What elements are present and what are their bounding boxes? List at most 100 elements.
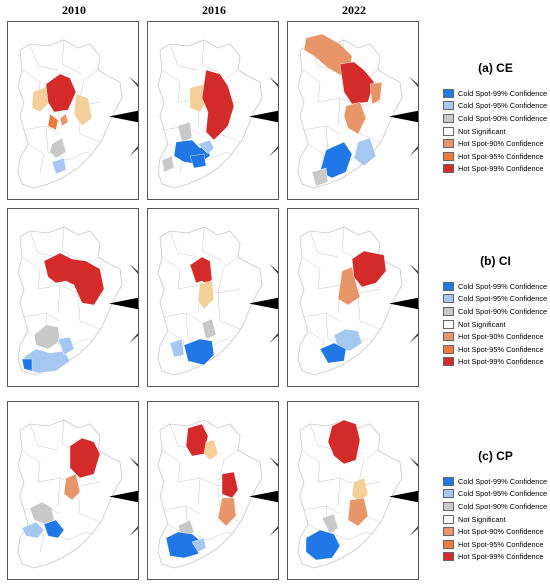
region-cold95 [197, 139, 215, 155]
legend-swatch [443, 489, 454, 499]
legend-item: Hot Spot-95% Confidence [443, 343, 550, 356]
legend-cp: Cold Spot-99% Confidence Cold Spot-95% Co… [443, 475, 550, 563]
boundary-line [317, 97, 381, 107]
legend-swatch [443, 306, 454, 316]
legend-swatch [443, 539, 454, 549]
legend-item: Cold Spot-95% Confidence [443, 100, 550, 113]
boundary-line [67, 151, 93, 161]
legend-item: Cold Spot-95% Confidence [443, 488, 550, 501]
legend-label: Not Significant [458, 126, 506, 136]
region-cold99 [319, 342, 347, 364]
region-map [297, 226, 403, 376]
legend-item: Hot Spot-90% Confidence [443, 525, 550, 538]
region-hot90 [59, 113, 69, 127]
region-hot99 [221, 471, 239, 499]
legend-item: Hot Spot-95% Confidence [443, 150, 550, 163]
boundary-line [217, 256, 239, 294]
region-cold99 [183, 338, 215, 366]
region-hot95 [47, 113, 59, 131]
boundary-line [301, 256, 321, 290]
legend-swatch [443, 88, 454, 98]
legend-label: Hot Spot-90% Confidence [458, 527, 544, 537]
boundary-line [337, 97, 341, 127]
region-cold95 [169, 338, 185, 358]
legend-swatch [443, 527, 454, 537]
legend-item: Cold Spot-90% Confidence [443, 305, 550, 318]
boundary-line [77, 485, 101, 523]
region-map [157, 419, 263, 569]
boundary-line [301, 69, 321, 103]
legend-label: Not Significant [458, 319, 506, 329]
legend-label: Hot Spot-95% Confidence [458, 539, 544, 549]
year-header-2010: 2010 [62, 3, 86, 17]
legend-item: Cold Spot-99% Confidence [443, 280, 550, 293]
legend-swatch [443, 113, 454, 123]
legend-item: Hot Spot-99% Confidence [443, 551, 550, 564]
map-panel [147, 208, 279, 387]
map-panel [7, 21, 139, 200]
legend-item: Cold Spot-99% Confidence [443, 475, 550, 488]
legend-label: Hot Spot-90% Confidence [458, 139, 544, 149]
region-hot99 [201, 69, 235, 141]
boundary-line [61, 39, 83, 75]
region-cold90 [161, 155, 175, 173]
legend-item: Hot Spot-99% Confidence [443, 356, 550, 369]
region-cold90 [177, 121, 193, 143]
boundary-line [67, 531, 93, 541]
legend-swatch [443, 139, 454, 149]
region-hot90 [337, 266, 361, 306]
map-panel [147, 21, 279, 200]
boundary-line [21, 256, 41, 290]
legend-label: Hot Spot-99% Confidence [458, 357, 544, 367]
region-hot99 [351, 250, 387, 288]
legend-swatch [443, 281, 454, 291]
region-map [297, 419, 403, 569]
boundary-line [201, 226, 223, 262]
region-cold95 [57, 336, 75, 356]
boundary-line [67, 338, 93, 348]
region-map [17, 226, 123, 376]
boundary-line [309, 230, 339, 258]
region-map [17, 39, 123, 189]
year-header-2016: 2016 [202, 3, 226, 17]
region-map [157, 39, 263, 189]
boundary-line [337, 477, 341, 507]
legend-label: Hot Spot-90% Confidence [458, 332, 544, 342]
legend-label: Hot Spot-95% Confidence [458, 151, 544, 161]
group-title-ci: (b) CI [480, 254, 511, 268]
boundary-line [169, 43, 199, 71]
legend-swatch [443, 151, 454, 161]
boundary-line [161, 449, 181, 483]
map-panel [287, 208, 419, 387]
legend-label: Cold Spot-95% Confidence [458, 101, 548, 111]
legend-swatch [443, 101, 454, 111]
boundary-line [161, 69, 181, 103]
map-panel [287, 401, 419, 580]
legend-swatch [443, 552, 454, 562]
region-cold99 [305, 529, 341, 561]
north-arrow-compass-icon [249, 456, 278, 537]
region-cold90 [29, 501, 55, 525]
legend-ce: Cold Spot-99% Confidence Cold Spot-95% Co… [443, 87, 550, 175]
legend-swatch [443, 476, 454, 486]
region-hot90 [343, 101, 367, 135]
region-cold95 [21, 521, 45, 539]
legend-label: Not Significant [458, 514, 506, 524]
legend-swatch [443, 357, 454, 367]
boundary-line [347, 531, 373, 541]
region-light_hot [203, 439, 219, 461]
legend-label: Cold Spot-95% Confidence [458, 294, 548, 304]
boundary-line [207, 531, 233, 541]
legend-item: Cold Spot-95% Confidence [443, 293, 550, 306]
legend-swatch [443, 164, 454, 174]
boundary-line [27, 143, 45, 173]
boundary-line [207, 151, 233, 161]
region-cold95 [191, 537, 207, 553]
boundary-line [201, 39, 223, 75]
north-arrow-compass-icon [249, 76, 278, 157]
boundary-line [21, 449, 41, 483]
legend-label: Cold Spot-95% Confidence [458, 489, 548, 499]
legend-item: Hot Spot-95% Confidence [443, 538, 550, 551]
region-cold90 [201, 318, 217, 340]
boundary-line [307, 330, 325, 360]
